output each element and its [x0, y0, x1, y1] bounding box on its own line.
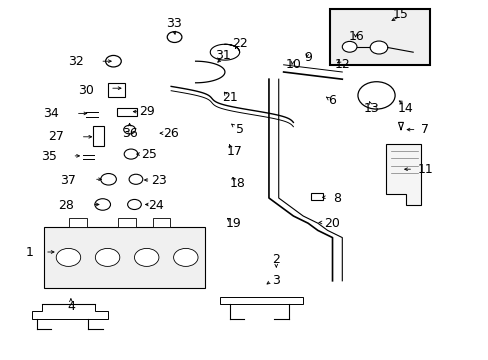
Text: 6: 6: [328, 94, 336, 107]
Text: 1: 1: [25, 246, 33, 258]
Bar: [118, 218, 136, 227]
Circle shape: [124, 149, 138, 159]
Circle shape: [101, 174, 116, 185]
Polygon shape: [386, 144, 420, 205]
Text: 12: 12: [334, 58, 349, 71]
Circle shape: [123, 125, 135, 134]
Text: 3: 3: [272, 274, 280, 287]
Polygon shape: [44, 227, 205, 288]
Text: 25: 25: [141, 148, 157, 161]
Text: 11: 11: [417, 163, 432, 176]
Bar: [310, 193, 322, 200]
Text: 31: 31: [214, 49, 230, 62]
Bar: [152, 218, 170, 227]
Text: 35: 35: [41, 150, 57, 163]
Text: 20: 20: [324, 217, 340, 230]
Circle shape: [369, 41, 387, 54]
Text: 34: 34: [43, 107, 59, 120]
Text: 28: 28: [58, 199, 74, 212]
Text: 15: 15: [392, 8, 408, 21]
Text: 22: 22: [231, 37, 247, 50]
Circle shape: [342, 41, 356, 52]
Text: 21: 21: [222, 91, 237, 104]
Text: 26: 26: [163, 127, 179, 140]
Text: 37: 37: [61, 174, 76, 186]
Text: 13: 13: [363, 102, 379, 114]
Circle shape: [134, 248, 159, 266]
Text: 2: 2: [272, 253, 280, 266]
Circle shape: [167, 32, 182, 42]
Text: 23: 23: [151, 174, 166, 186]
Text: 17: 17: [226, 145, 242, 158]
Polygon shape: [32, 304, 107, 319]
Bar: [107, 83, 124, 97]
Text: 10: 10: [285, 58, 301, 71]
Circle shape: [95, 248, 120, 266]
Bar: [117, 108, 137, 116]
Text: 30: 30: [78, 84, 93, 96]
Text: 32: 32: [68, 55, 83, 68]
Text: 27: 27: [48, 130, 64, 143]
Text: 8: 8: [333, 192, 341, 204]
Text: 14: 14: [397, 102, 413, 114]
Text: 5: 5: [235, 123, 243, 136]
Text: 33: 33: [165, 17, 181, 30]
Text: 19: 19: [225, 217, 241, 230]
Text: 29: 29: [139, 105, 154, 118]
Text: 36: 36: [122, 127, 137, 140]
Text: 4: 4: [67, 300, 75, 312]
Text: 7: 7: [421, 123, 428, 136]
Bar: [329, 9, 429, 65]
Circle shape: [173, 248, 198, 266]
Bar: [93, 126, 103, 146]
Circle shape: [357, 82, 394, 109]
Bar: [69, 218, 87, 227]
Text: 9: 9: [304, 51, 311, 64]
Circle shape: [127, 199, 141, 210]
Text: 18: 18: [229, 177, 244, 190]
Text: 24: 24: [148, 199, 164, 212]
Polygon shape: [220, 297, 303, 304]
Circle shape: [105, 55, 121, 67]
Text: 16: 16: [348, 30, 364, 42]
Circle shape: [56, 248, 81, 266]
Circle shape: [95, 199, 110, 210]
Circle shape: [129, 174, 142, 184]
